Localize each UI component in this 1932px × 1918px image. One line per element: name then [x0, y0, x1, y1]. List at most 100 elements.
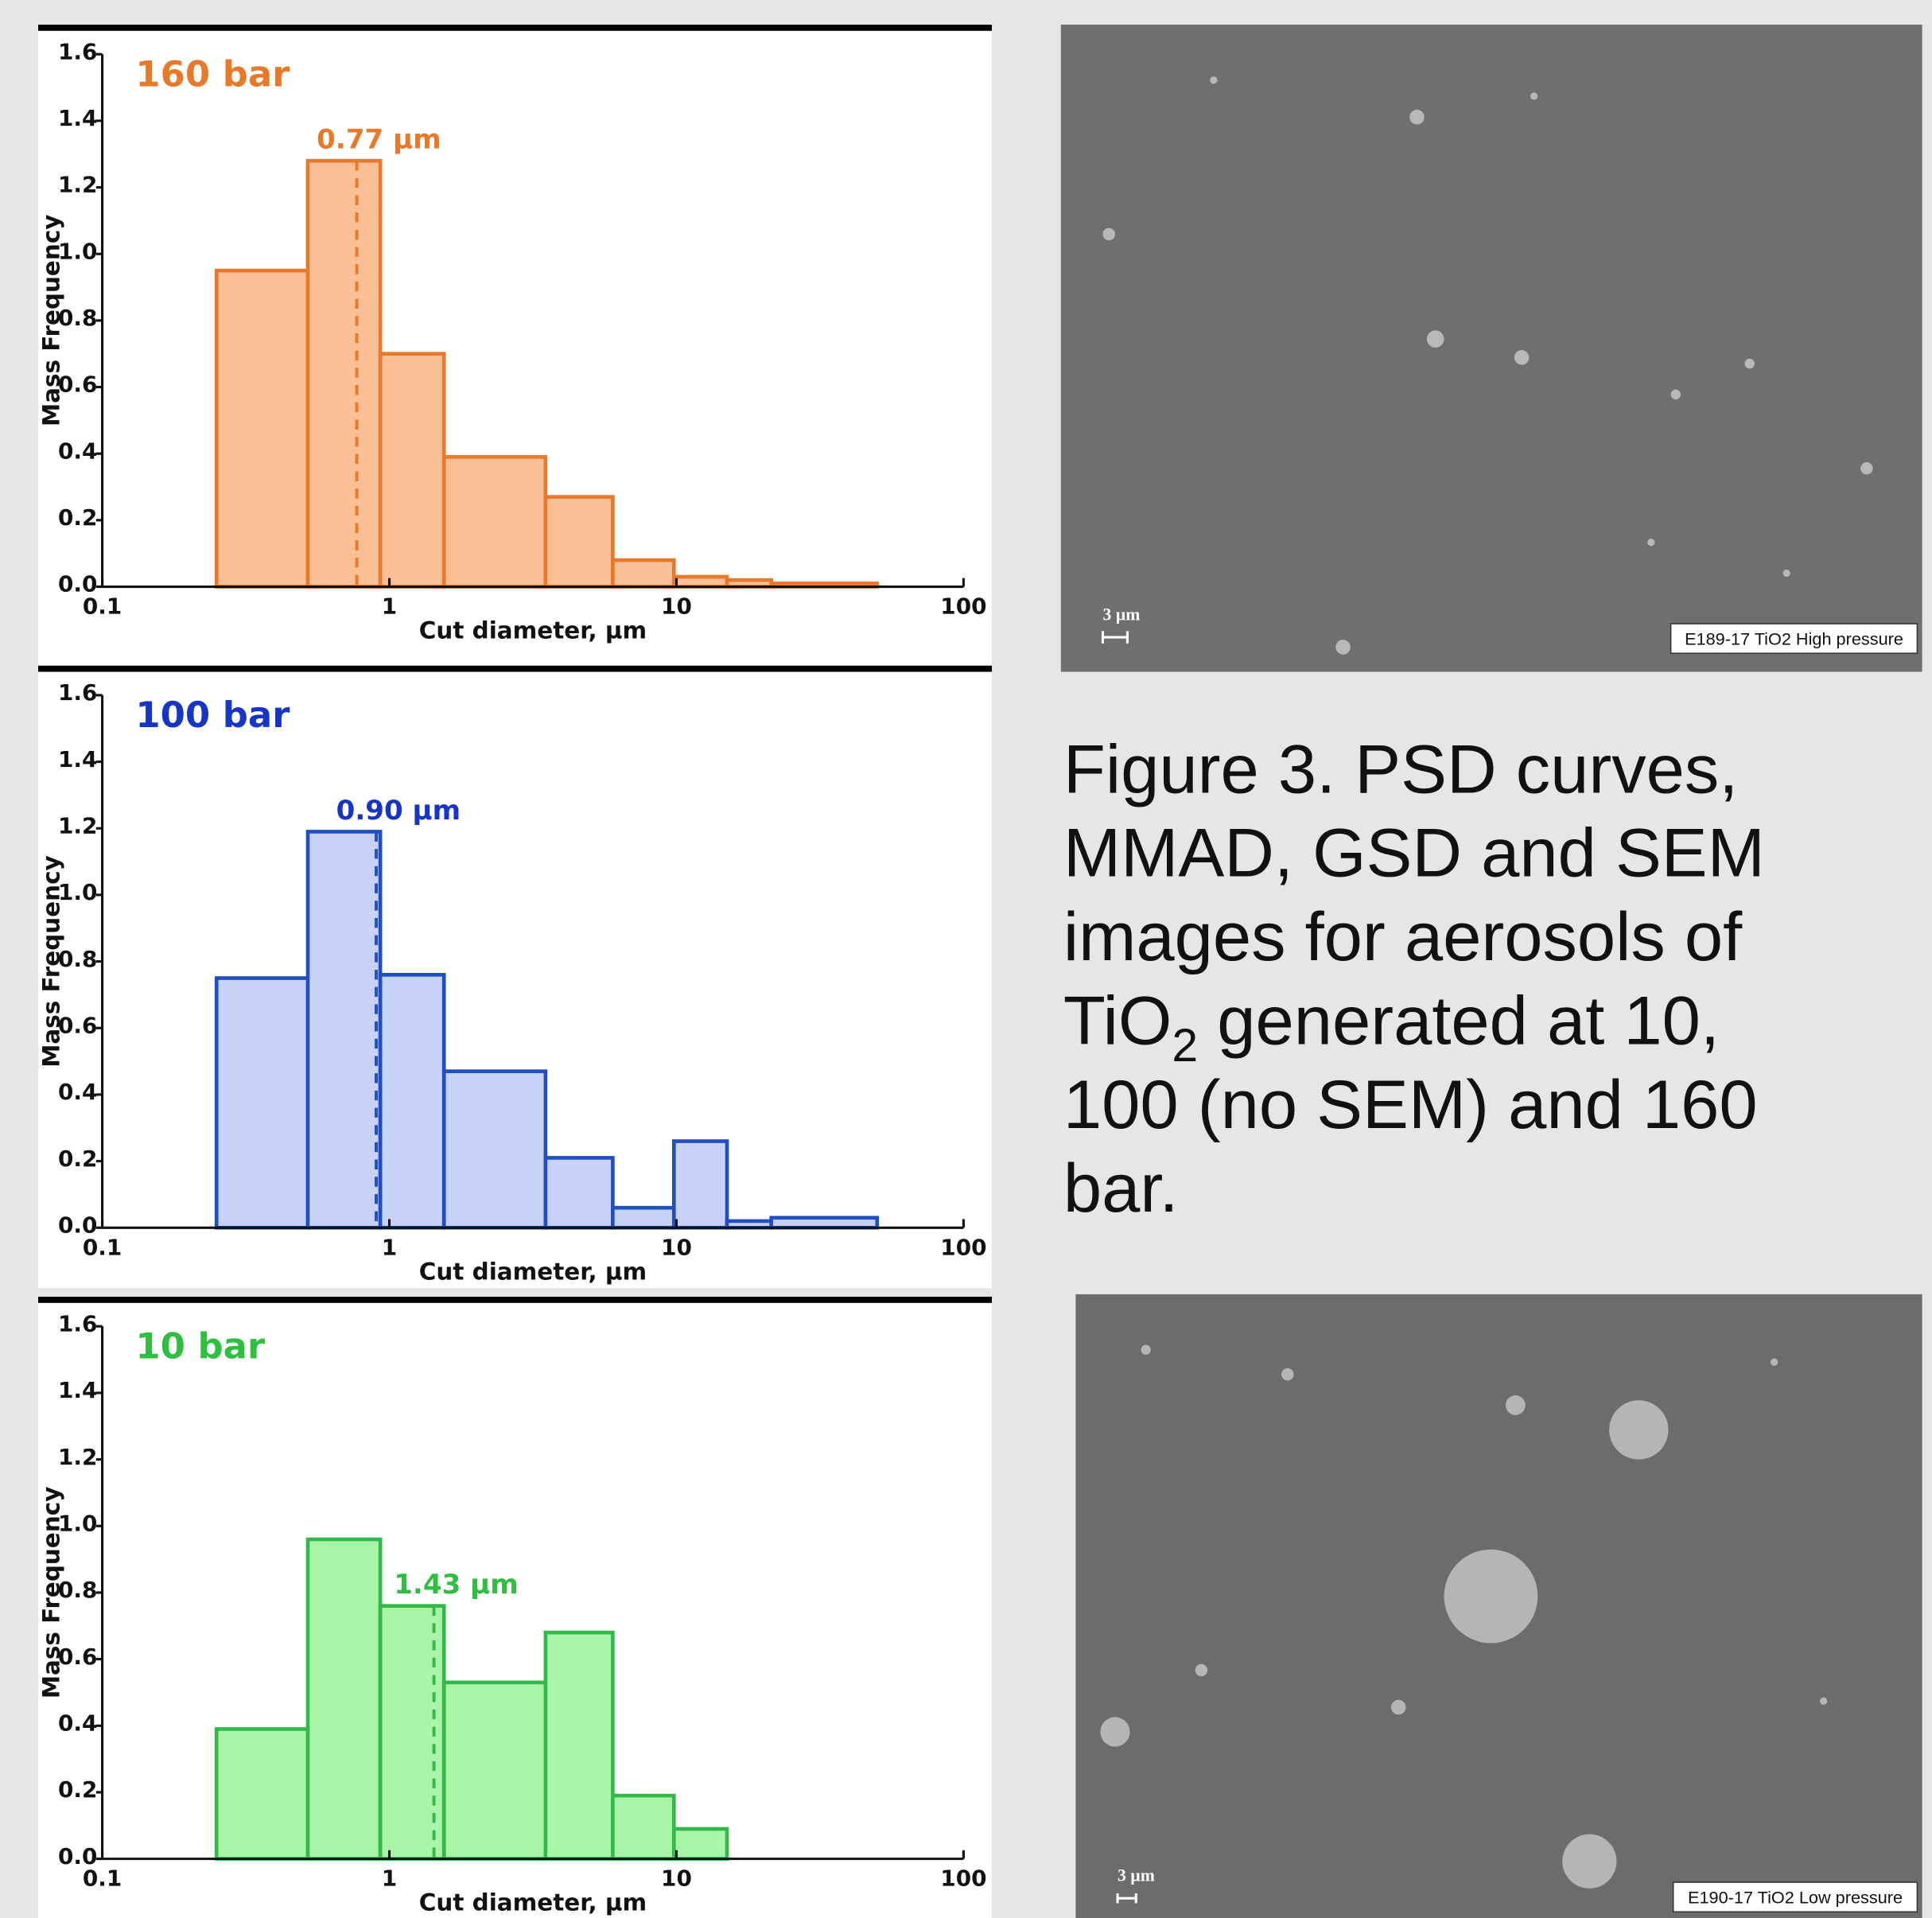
bar	[214, 268, 310, 589]
bar	[611, 558, 676, 589]
caption-text: generated at 10,	[1198, 982, 1720, 1059]
bar	[378, 352, 446, 589]
y-tick-label: 0.0	[58, 1843, 97, 1869]
bar	[671, 574, 729, 589]
bar	[305, 1537, 383, 1861]
y-tick-label: 0.2	[58, 504, 97, 531]
panel-border	[38, 1297, 993, 1303]
chart-title: 10 bar	[135, 1325, 266, 1367]
y-tick-label: 1.0	[58, 879, 97, 905]
y-tick-label: 0.0	[58, 571, 97, 597]
chart-title: 100 bar	[135, 694, 290, 736]
x-axis-label: Cut diameter, µm	[419, 617, 647, 644]
bar	[214, 976, 310, 1230]
sem-image: 3 µm E190-17 TiO2 Low pressure	[1075, 1294, 1922, 1918]
bar	[769, 1216, 880, 1230]
y-tick-label: 0.6	[58, 1644, 97, 1670]
y-tick-label: 0.8	[58, 946, 97, 972]
x-tick-label: 1	[382, 1865, 397, 1892]
bar	[441, 1680, 548, 1861]
y-tick-label: 0.2	[58, 1146, 97, 1172]
y-tick-label: 0.8	[58, 1577, 97, 1603]
y-tick-label: 0.4	[58, 1079, 97, 1105]
bar	[671, 1139, 729, 1230]
y-axis-label: Mass Frequency	[37, 215, 64, 427]
sem-label: E190-17 TiO2 Low pressure	[1688, 1887, 1903, 1907]
y-axis-label: Mass Frequency	[37, 1487, 64, 1699]
x-axis-label: Cut diameter, µm	[419, 1258, 647, 1285]
y-tick-label: 0.4	[58, 438, 97, 464]
y-tick-label: 1.6	[58, 1310, 97, 1336]
caption-line: 100 (no SEM) and 160	[1063, 1066, 1758, 1143]
caption-line: Figure 3. PSD curves,	[1063, 730, 1738, 807]
bar	[611, 1205, 676, 1230]
scale-bar-label: 3 µm	[1118, 1866, 1155, 1885]
y-tick-label: 1.4	[58, 1377, 97, 1403]
x-tick-label: 0.1	[83, 593, 122, 620]
caption-line: images for aerosols of	[1063, 898, 1743, 975]
y-tick-label: 1.2	[58, 172, 97, 198]
caption-line: MMAD, GSD and SEM	[1063, 815, 1765, 892]
y-tick-label: 0.4	[58, 1710, 97, 1736]
bar	[441, 1069, 548, 1230]
mmad-label: 0.77 µm	[317, 124, 441, 156]
y-tick-label: 1.0	[58, 1510, 97, 1536]
x-axis-label: Cut diameter, µm	[419, 1889, 647, 1916]
x-tick-label: 10	[661, 593, 692, 620]
y-tick-label: 1.4	[58, 746, 97, 772]
y-tick-label: 1.4	[58, 105, 97, 131]
caption-subscript: 2	[1172, 1020, 1198, 1072]
x-tick-label: 0.1	[83, 1234, 122, 1260]
chart: 0.0 0.2 0.4 0.6 0.8 1.0 1.2 1.4 1.6 0.1 1 10 100 Cut …	[37, 665, 993, 1289]
y-tick-label: 0.2	[58, 1776, 97, 1803]
caption-line: bar.	[1063, 1150, 1179, 1227]
label-box	[1670, 623, 1918, 655]
bar	[543, 495, 615, 589]
bar	[543, 1156, 615, 1230]
bar	[543, 1630, 615, 1861]
y-tick-label: 0.6	[58, 1012, 97, 1038]
x-tick-label: 100	[940, 1234, 986, 1260]
bar	[214, 1727, 310, 1861]
caption-text: TiO	[1063, 982, 1172, 1059]
y-tick-label: 1.6	[58, 38, 97, 64]
chart-title: 160 bar	[135, 53, 290, 95]
sem-label: E189-17 TiO2 High pressure	[1685, 628, 1903, 648]
y-axis-label: Mass Frequency	[37, 855, 64, 1068]
x-tick-label: 1	[382, 1234, 397, 1260]
panel-border	[38, 24, 993, 31]
x-tick-label: 0.1	[83, 1865, 122, 1892]
particles	[1102, 76, 1873, 655]
scale-bar-label: 3 µm	[1102, 605, 1140, 624]
bar	[441, 455, 548, 589]
y-tick-label: 1.2	[58, 1444, 97, 1470]
y-tick-label: 1.6	[58, 679, 97, 706]
y-tick-label: 1.2	[58, 812, 97, 838]
chart: 0.0 0.2 0.4 0.6 0.8 1.0 1.2 1.4 1.6 0.1 1 10 100 Cut …	[37, 24, 993, 666]
bar	[378, 973, 446, 1230]
label-box	[1672, 1881, 1918, 1913]
bar	[305, 830, 383, 1230]
x-tick-label: 10	[661, 1865, 692, 1892]
particles	[1100, 1344, 1828, 1889]
x-tick-label: 10	[661, 1234, 692, 1260]
chart: 0.0 0.2 0.4 0.6 0.8 1.0 1.2 1.4 1.6 0.1 1 10 100 Cut …	[37, 1297, 993, 1918]
sem-photo	[1060, 24, 1922, 672]
bar	[611, 1793, 676, 1861]
bar	[305, 158, 383, 589]
sem-image: 3 µm E189-17 TiO2 High pressure	[1060, 24, 1922, 672]
caption-line: TiO2 generated at 10,	[1063, 982, 1720, 1072]
y-tick-label: 0.8	[58, 305, 97, 331]
mmad-label: 0.90 µm	[336, 795, 461, 827]
y-tick-label: 0.6	[58, 372, 97, 398]
x-tick-label: 1	[382, 593, 397, 620]
bar	[671, 1827, 729, 1861]
panel-border	[38, 665, 993, 672]
y-tick-label: 0.0	[58, 1212, 97, 1238]
caption: Figure 3. PSD curves, MMAD, GSD and SEM …	[1063, 730, 1765, 1227]
mmad-label: 1.43 µm	[394, 1569, 519, 1601]
x-tick-label: 100	[940, 593, 986, 620]
y-tick-label: 1.0	[58, 238, 97, 264]
